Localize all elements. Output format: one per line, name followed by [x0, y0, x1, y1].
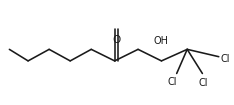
Text: O: O [112, 35, 121, 45]
Text: Cl: Cl [199, 78, 208, 89]
Text: OH: OH [154, 36, 169, 46]
Text: Cl: Cl [220, 54, 230, 64]
Text: Cl: Cl [167, 77, 177, 87]
